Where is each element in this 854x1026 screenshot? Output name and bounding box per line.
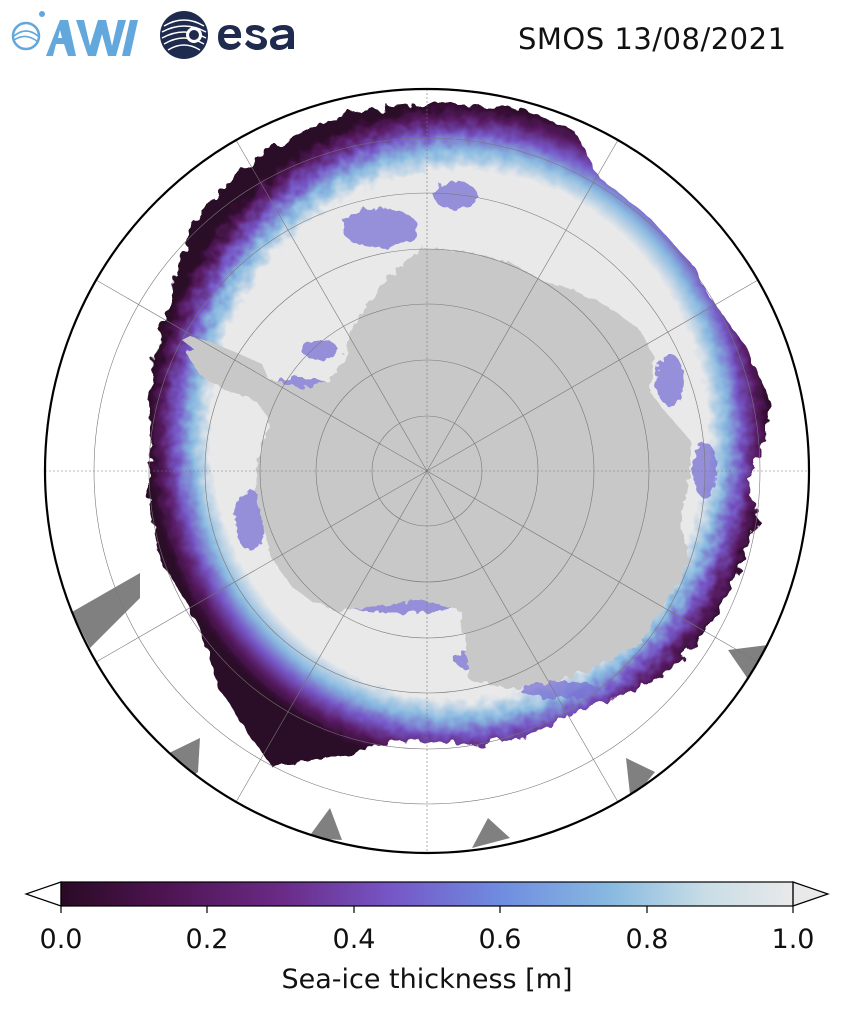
sea-ice-map [43, 87, 811, 855]
graticule [45, 89, 809, 853]
no-data-wedges [72, 573, 768, 848]
esa-logo [160, 11, 294, 59]
colorbar-tick-2: 0.4 [332, 924, 376, 955]
colorbar-gradient [61, 882, 793, 906]
colorbar-tick-4: 0.8 [625, 924, 669, 955]
colorbar-tick-0: 0.0 [39, 924, 83, 955]
map-content [45, 89, 809, 853]
colorbar-tick-5: 1.0 [771, 924, 815, 955]
colorbar-ticks [60, 906, 794, 913]
antarctic-peninsula [182, 336, 268, 378]
colorbar-label: Sea-ice thickness [m] [281, 964, 573, 995]
map-boundary [43, 87, 811, 855]
colorbar [24, 881, 830, 913]
colorbar-extend-min [24, 881, 62, 907]
colorbar-tick-3: 0.6 [478, 924, 522, 955]
esa-wordmark [218, 25, 294, 50]
antarctica [185, 248, 690, 688]
colorbar-tick-1: 0.2 [185, 924, 229, 955]
awi-logo [11, 11, 138, 56]
colorbar-extend-max [792, 881, 830, 907]
map-title: SMOS 13/08/2021 [518, 22, 787, 56]
